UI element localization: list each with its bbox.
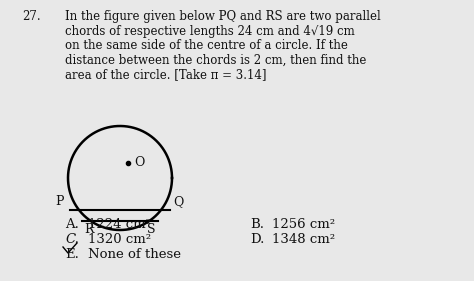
Text: 1348 cm²: 1348 cm² xyxy=(272,233,335,246)
Text: Q: Q xyxy=(173,195,183,208)
Text: O: O xyxy=(134,157,145,169)
Text: 1224 cm²: 1224 cm² xyxy=(88,218,151,231)
Text: R: R xyxy=(84,223,93,236)
Text: area of the circle. [Take π = 3.14]: area of the circle. [Take π = 3.14] xyxy=(65,68,266,81)
Text: A.: A. xyxy=(65,218,79,231)
Text: None of these: None of these xyxy=(88,248,181,261)
Text: 1320 cm²: 1320 cm² xyxy=(88,233,151,246)
Text: S: S xyxy=(147,223,156,236)
Text: E.: E. xyxy=(65,248,79,261)
Text: distance between the chords is 2 cm, then find the: distance between the chords is 2 cm, the… xyxy=(65,53,366,67)
Text: C.: C. xyxy=(65,233,79,246)
Text: In the figure given below PQ and RS are two parallel: In the figure given below PQ and RS are … xyxy=(65,10,381,23)
Text: P: P xyxy=(55,195,64,208)
Text: 1256 cm²: 1256 cm² xyxy=(272,218,335,231)
Text: 27.: 27. xyxy=(22,10,41,23)
Text: on the same side of the centre of a circle. If the: on the same side of the centre of a circ… xyxy=(65,39,348,52)
Text: D.: D. xyxy=(250,233,264,246)
Text: chords of respective lengths 24 cm and 4√19 cm: chords of respective lengths 24 cm and 4… xyxy=(65,24,355,37)
Text: B.: B. xyxy=(250,218,264,231)
